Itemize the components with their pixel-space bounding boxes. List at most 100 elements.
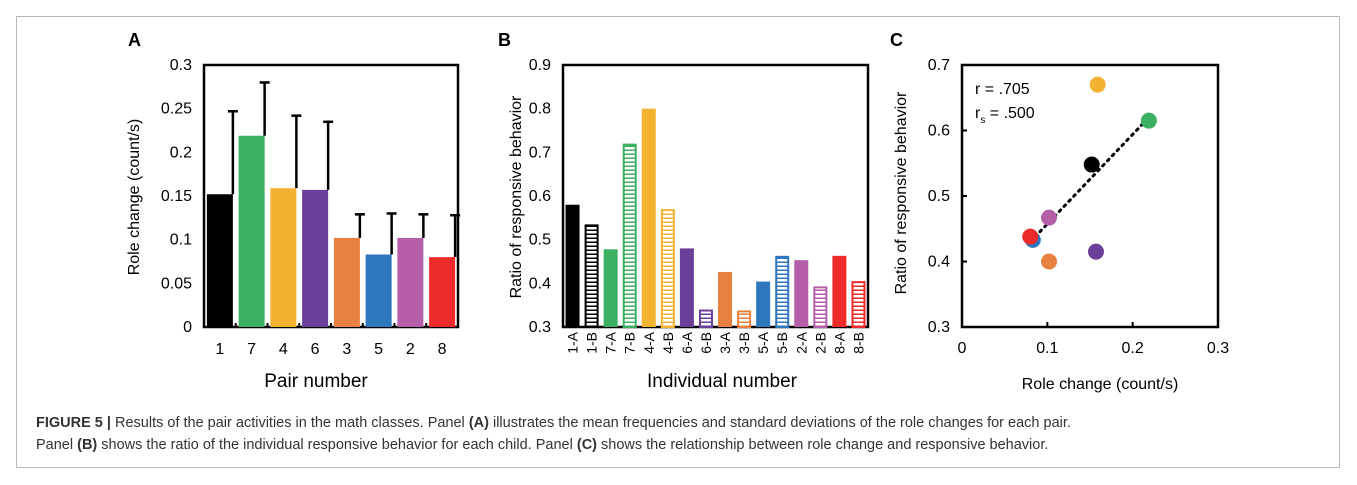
- panel-b-xtick-label: 1-B: [584, 332, 600, 354]
- panel-c-point: [1140, 112, 1157, 129]
- panel-b-xtick-label: 7-A: [603, 331, 619, 353]
- panel-b-bar-striped: [851, 281, 866, 328]
- panel-c-point: [1022, 228, 1039, 245]
- panel-c-point: [1089, 76, 1106, 93]
- panel-a-xtick-label: 6: [311, 341, 320, 358]
- panel-b-xtick-label: 8-B: [850, 332, 866, 354]
- panel-b-xtick-label: 6-B: [698, 332, 714, 354]
- panel-b-xtick-label: 4-B: [660, 332, 676, 354]
- figure-svg: A B C Role change (count/s) Pair number …: [126, 30, 1229, 393]
- panel-c-ytick-label: 0.7: [928, 57, 950, 74]
- panel-a-xtick-label: 7: [247, 341, 256, 358]
- panel-b-bar: [679, 248, 694, 327]
- annotation-rs-sub: s: [980, 115, 985, 126]
- caption-panel-c-ref: (C): [576, 437, 597, 453]
- panel-a-bar: [302, 189, 329, 327]
- figure-caption: FIGURE 5 | Results of the pair activitie…: [36, 412, 1326, 456]
- panel-c-point: [1087, 243, 1104, 260]
- panel-c-xtick-label: 0.1: [1036, 340, 1058, 357]
- panel-a-xtick-label: 1: [215, 341, 224, 358]
- panel-b-ylabel: Ratio of responsive behavior: [508, 95, 525, 298]
- panel-b-xtick-label: 4-A: [641, 331, 657, 353]
- panel-b-ytick-label: 0.9: [529, 57, 551, 74]
- panel-b-ytick-label: 0.5: [529, 232, 551, 249]
- panel-b-ytick-label: 0.4: [529, 275, 551, 292]
- panel-a-ytick-label: 0.3: [170, 57, 192, 74]
- panel-a-ytick-label: 0.25: [161, 101, 192, 118]
- panel-c-ytick-label: 0.3: [928, 319, 950, 336]
- panel-c-ytick-label: 0.4: [928, 254, 950, 271]
- panel-a-ytick-label: 0.2: [170, 144, 192, 161]
- panel-b-xtick-label: 3-A: [717, 331, 733, 353]
- panel-a-bar: [238, 135, 265, 327]
- panel-a-ytick-label: 0.1: [170, 232, 192, 249]
- panel-a-xtick-label: 4: [279, 341, 288, 358]
- panel-b-xtick-label: 1-A: [565, 331, 581, 353]
- panel-b-plot-border: [561, 63, 870, 329]
- caption-panel-a-ref: (A): [468, 415, 489, 431]
- panel-b-bar-striped: [813, 286, 828, 329]
- panel-a-ytick-label: 0.05: [161, 275, 192, 292]
- panel-a-xtick-label: 5: [374, 341, 383, 358]
- panel-a-ylabel: Role change (count/s): [126, 119, 143, 276]
- panel-a-bar: [365, 254, 392, 327]
- caption-text-1a: Results of the pair activities in the ma…: [110, 415, 469, 431]
- annotation-r: r = .705: [975, 81, 1030, 98]
- panel-a-bar: [206, 194, 233, 327]
- panel-b-bar: [603, 249, 618, 327]
- panel-b-chart: Ratio of responsive behavior Individual …: [508, 57, 870, 392]
- panel-b-ytick-label: 0.3: [529, 319, 551, 336]
- panel-b-bar: [794, 260, 809, 327]
- panel-b-bar: [565, 204, 580, 327]
- panel-b-xtick-label: 8-A: [831, 331, 847, 353]
- panel-b-xtick-label: 6-A: [679, 331, 695, 353]
- panel-a-xtick-label: 8: [438, 341, 447, 358]
- panel-b-bar-striped: [737, 310, 752, 329]
- panel-a-xtick-label: 3: [342, 341, 351, 358]
- panel-b-xlabel: Individual number: [647, 371, 798, 392]
- panel-a-xtick-label: 2: [406, 341, 415, 358]
- panel-c-xtick-label: 0: [958, 340, 967, 357]
- panel-b-xtick-label: 5-A: [755, 331, 771, 353]
- panel-a-bar: [397, 237, 424, 327]
- annotation-rs-value: = .500: [985, 105, 1034, 122]
- panel-c-xlabel: Role change (count/s): [1022, 376, 1179, 393]
- panel-c-point: [1083, 156, 1100, 173]
- panel-a-chart: Role change (count/s) Pair number 0 0.05 0…: [126, 57, 461, 392]
- panel-a-bar: [270, 188, 297, 327]
- panel-a-bar: [333, 237, 360, 327]
- panel-c-point: [1041, 253, 1058, 270]
- panel-b-bar: [756, 281, 771, 327]
- panel-label-a: A: [128, 30, 141, 50]
- panel-b-bar-striped: [775, 255, 790, 328]
- panel-b-bar-striped: [622, 143, 637, 328]
- panel-c-ytick-label: 0.5: [928, 188, 950, 205]
- caption-text-2b: shows the ratio of the individual respon…: [97, 437, 577, 453]
- panel-b-ytick-label: 0.7: [529, 144, 551, 161]
- caption-text-2c: shows the relationship between role chan…: [597, 437, 1049, 453]
- caption-panel-b-ref: (B): [77, 437, 98, 453]
- panel-a-ytick-label: 0.15: [161, 188, 192, 205]
- panel-b-xtick-label: 2-A: [793, 331, 809, 353]
- panel-c-point: [1041, 209, 1058, 226]
- caption-line-1: FIGURE 5 | Results of the pair activitie…: [36, 412, 1326, 434]
- caption-line-2: Panel (B) shows the ratio of the individ…: [36, 434, 1326, 456]
- panel-c-ytick-label: 0.6: [928, 123, 950, 140]
- panel-b-bar-striped: [660, 209, 675, 329]
- annotation-rs: rs = .500: [975, 105, 1035, 126]
- panel-b-xtick-label: 2-B: [812, 332, 828, 354]
- panel-b-bar-striped: [698, 309, 713, 328]
- panel-b-bar: [832, 255, 847, 327]
- panel-b-xtick-label: 7-B: [622, 332, 638, 354]
- panel-c-chart: Ratio of responsive behavior Role change…: [893, 57, 1229, 393]
- caption-text-2a: Panel: [36, 437, 78, 453]
- panel-label-c: C: [890, 30, 903, 50]
- caption-text-1b: illustrates the mean frequencies and sta…: [488, 415, 1071, 431]
- panel-a-ytick-label: 0: [183, 319, 192, 336]
- panel-b-bar-striped: [584, 224, 599, 328]
- figure-frame: [16, 16, 1340, 468]
- panel-c-ylabel: Ratio of responsive behavior: [893, 91, 910, 294]
- panel-b-bar: [718, 271, 733, 327]
- caption-figure-label: FIGURE 5 |: [36, 415, 111, 431]
- panel-b-bar: [641, 108, 656, 328]
